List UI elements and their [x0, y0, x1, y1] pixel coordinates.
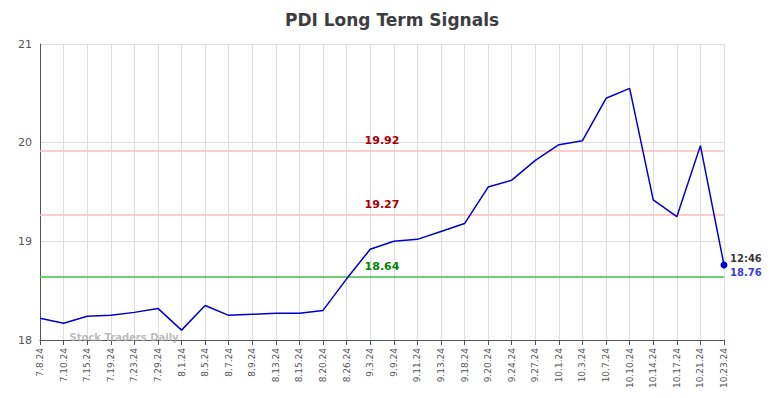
svg-text:PDI Long Term Signals: PDI Long Term Signals [285, 10, 499, 30]
svg-text:8.7.24: 8.7.24 [224, 348, 234, 377]
svg-text:10.17.24: 10.17.24 [672, 348, 682, 388]
svg-text:10.3.24: 10.3.24 [577, 348, 587, 383]
svg-text:9.20.24: 9.20.24 [483, 348, 493, 383]
svg-text:20: 20 [18, 136, 32, 149]
svg-text:9.27.24: 9.27.24 [530, 348, 540, 383]
svg-text:10.10.24: 10.10.24 [625, 348, 635, 388]
svg-text:9.18.24: 9.18.24 [460, 348, 470, 383]
svg-text:18.76: 18.76 [730, 267, 762, 278]
svg-text:7.15.24: 7.15.24 [82, 348, 92, 383]
svg-text:9.24.24: 9.24.24 [507, 348, 517, 383]
svg-text:Stock Traders Daily: Stock Traders Daily [70, 332, 180, 343]
svg-text:8.1.24: 8.1.24 [177, 348, 187, 377]
svg-text:10.23.24: 10.23.24 [719, 348, 729, 388]
svg-text:10.21.24: 10.21.24 [695, 348, 705, 388]
svg-text:18.64: 18.64 [365, 260, 400, 273]
svg-text:10.14.24: 10.14.24 [648, 348, 658, 388]
svg-text:9.9.24: 9.9.24 [389, 348, 399, 377]
svg-text:19.27: 19.27 [365, 198, 400, 211]
svg-text:8.13.24: 8.13.24 [271, 348, 281, 383]
svg-text:9.11.24: 9.11.24 [412, 348, 422, 383]
svg-text:9.13.24: 9.13.24 [436, 348, 446, 383]
svg-text:7.19.24: 7.19.24 [106, 348, 116, 383]
svg-text:7.23.24: 7.23.24 [129, 348, 139, 383]
svg-text:10.7.24: 10.7.24 [601, 348, 611, 383]
svg-text:10.1.24: 10.1.24 [554, 348, 564, 383]
svg-text:18: 18 [18, 334, 32, 347]
svg-text:8.20.24: 8.20.24 [318, 348, 328, 383]
svg-text:9.3.24: 9.3.24 [365, 348, 375, 377]
svg-text:7.29.24: 7.29.24 [153, 348, 163, 383]
svg-text:8.9.24: 8.9.24 [247, 348, 257, 377]
svg-text:19: 19 [18, 235, 32, 248]
svg-text:7.8.24: 7.8.24 [35, 348, 45, 377]
svg-text:19.92: 19.92 [365, 134, 400, 147]
svg-text:7.10.24: 7.10.24 [59, 348, 69, 383]
svg-text:21: 21 [18, 38, 32, 51]
svg-text:12:46: 12:46 [730, 253, 762, 264]
svg-text:8.15.24: 8.15.24 [294, 348, 304, 383]
svg-text:8.26.24: 8.26.24 [342, 348, 352, 383]
svg-text:8.5.24: 8.5.24 [200, 348, 210, 377]
